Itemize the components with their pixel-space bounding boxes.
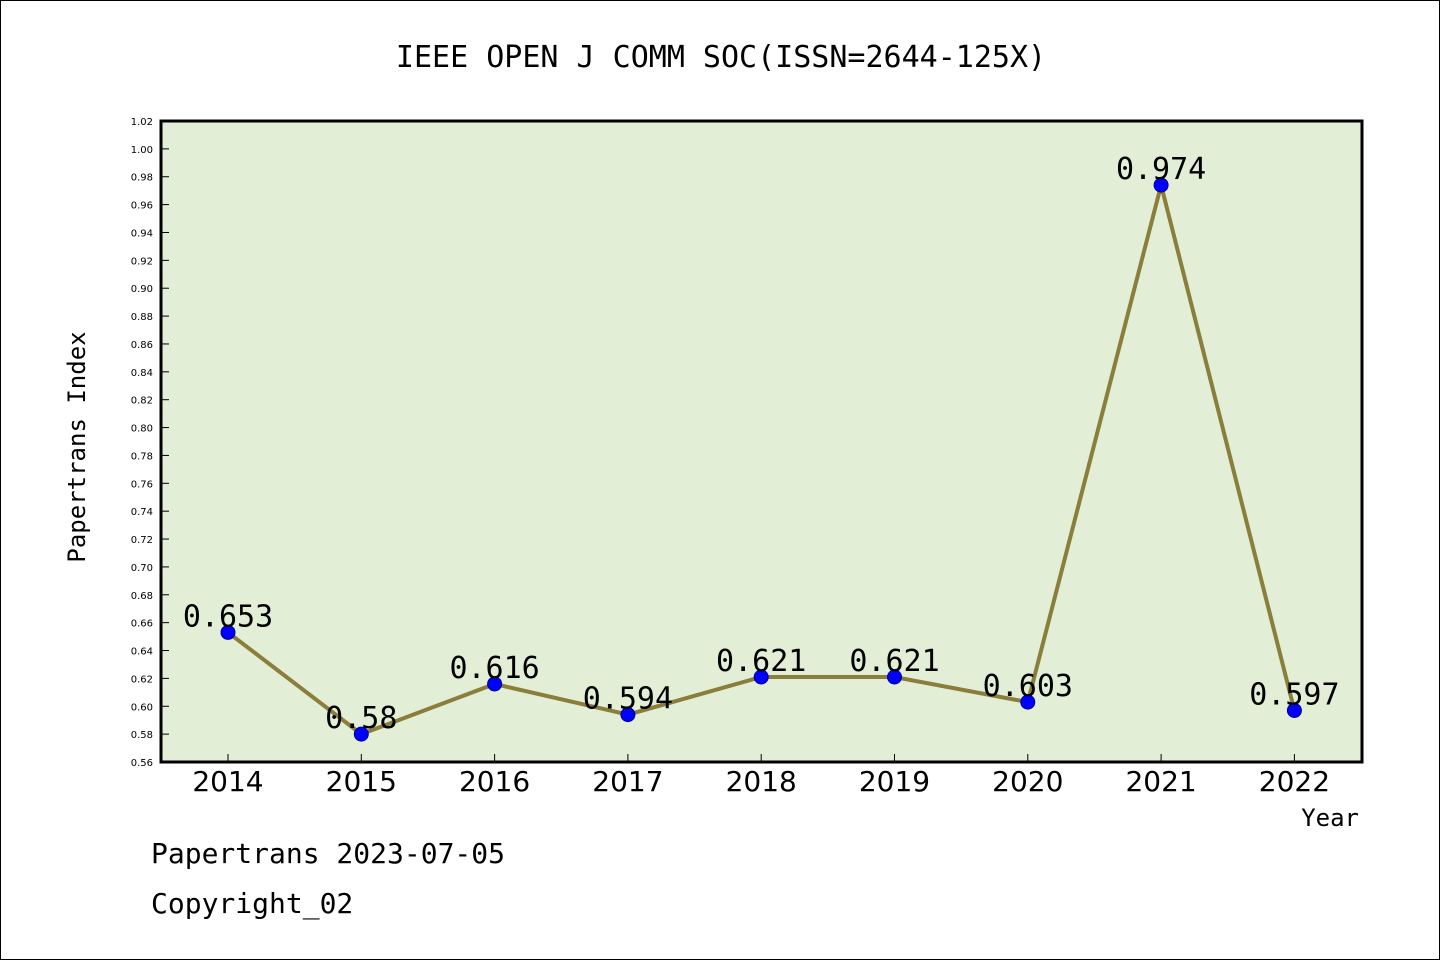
data-label: 0.597 xyxy=(1249,677,1339,712)
data-label: 0.653 xyxy=(183,599,273,634)
y-tick-label: 0.86 xyxy=(131,340,153,351)
y-tick-label: 0.68 xyxy=(131,591,153,602)
data-point xyxy=(353,726,369,742)
data-label: 0.594 xyxy=(583,682,673,717)
data-labels: 0.653 0.58 0.616 0.594 0.621 0.621 0.603 0.974 0… xyxy=(183,152,1340,736)
y-tick-label: 0.98 xyxy=(131,173,153,184)
y-tick-label: 0.76 xyxy=(131,479,153,490)
chart-title: IEEE OPEN J COMM SOC(ISSN=2644-125X) xyxy=(396,40,1046,75)
x-tick-label: 2020 xyxy=(992,765,1063,798)
y-tick-label: 0.56 xyxy=(131,758,153,769)
y-tick-label: 1.00 xyxy=(131,145,153,156)
data-point xyxy=(1020,694,1036,710)
y-tick-label: 1.02 xyxy=(131,117,153,128)
plot-area xyxy=(159,119,1364,764)
data-point xyxy=(1153,177,1169,193)
x-tick-label: 2016 xyxy=(459,765,530,798)
data-point xyxy=(1286,702,1302,718)
data-label: 0.621 xyxy=(716,644,806,679)
data-label: 0.621 xyxy=(849,644,939,679)
data-point xyxy=(620,707,636,723)
y-tick-label: 0.88 xyxy=(131,312,153,323)
footer-date: Papertrans 2023-07-05 xyxy=(151,837,506,870)
x-tick-label: 2019 xyxy=(859,765,930,798)
y-tick-label: 0.94 xyxy=(131,228,153,239)
y-tick-label: 0.66 xyxy=(131,619,153,630)
footer-copyright: Copyright_02 xyxy=(151,887,354,920)
y-tick-label: 0.84 xyxy=(131,368,153,379)
data-point xyxy=(220,624,236,640)
y-axis-label: Papertrans Index xyxy=(63,331,91,562)
data-markers xyxy=(220,177,1302,742)
data-label: 0.58 xyxy=(325,701,397,736)
y-axis: 0.56 0.58 0.60 0.62 0.64 0.66 0.68 0.70 0.72 0.74… xyxy=(131,117,169,769)
data-point xyxy=(753,669,769,685)
y-tick-label: 0.92 xyxy=(131,256,153,267)
x-axis: 2014 2015 2016 2017 2018 2019 2020 2021 2022 xyxy=(192,754,1330,798)
x-tick-label: 2018 xyxy=(726,765,797,798)
y-tick-label: 0.70 xyxy=(131,563,153,574)
x-tick-label: 2017 xyxy=(592,765,663,798)
y-tick-label: 0.60 xyxy=(131,702,153,713)
y-tick-label: 0.78 xyxy=(131,451,153,462)
y-tick-label: 0.96 xyxy=(131,201,153,212)
data-label: 0.974 xyxy=(1116,152,1206,187)
y-tick-label: 0.72 xyxy=(131,535,153,546)
y-tick-label: 0.64 xyxy=(131,647,153,658)
y-tick-label: 0.74 xyxy=(131,507,153,518)
x-axis-label: Year xyxy=(1301,804,1359,832)
data-label: 0.603 xyxy=(983,669,1073,704)
x-tick-label: 2014 xyxy=(192,765,263,798)
data-point xyxy=(487,676,503,692)
data-point xyxy=(887,669,902,685)
x-tick-label: 2015 xyxy=(326,765,397,798)
y-tick-label: 0.62 xyxy=(131,674,153,685)
data-label: 0.616 xyxy=(449,651,539,686)
y-tick-label: 0.82 xyxy=(131,396,153,407)
x-tick-label: 2021 xyxy=(1125,765,1196,798)
x-tick-label: 2022 xyxy=(1259,765,1330,798)
y-tick-label: 0.90 xyxy=(131,284,153,295)
y-tick-label: 0.58 xyxy=(131,730,153,741)
y-tick-label: 0.80 xyxy=(131,424,153,435)
